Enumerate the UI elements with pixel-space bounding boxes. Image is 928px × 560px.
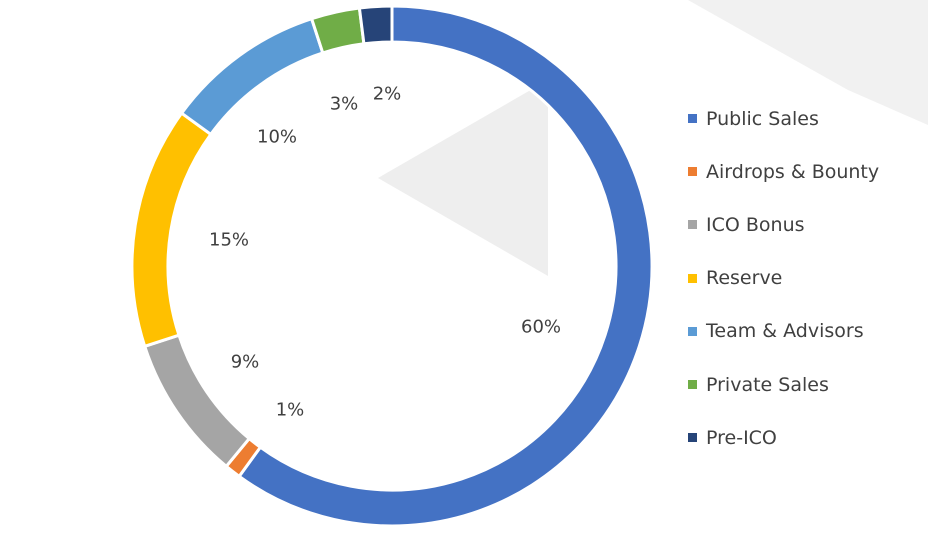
- data-label: 10%: [256, 126, 298, 148]
- chart-legend: Public Sales Airdrops & Bounty ICO Bonus Re…: [688, 92, 879, 464]
- donut-slice: [130, 111, 213, 349]
- legend-swatch: [688, 220, 697, 230]
- donut-slice: [179, 16, 325, 137]
- data-label: 60%: [520, 316, 562, 338]
- legend-swatch: [688, 167, 697, 177]
- data-label: 2%: [372, 83, 402, 105]
- legend-swatch: [688, 114, 697, 124]
- legend-label: Pre-ICO: [706, 426, 777, 449]
- data-label: 3%: [329, 93, 359, 115]
- donut-slice: [357, 4, 394, 46]
- legend-label: Public Sales: [706, 107, 819, 130]
- legend-swatch: [688, 273, 697, 283]
- donut-slice: [309, 6, 366, 55]
- legend-swatch: [688, 433, 697, 443]
- legend-label: ICO Bonus: [706, 213, 805, 236]
- data-label: 15%: [208, 229, 250, 251]
- data-label: 1%: [275, 399, 305, 421]
- legend-label: Team & Advisors: [706, 320, 864, 343]
- legend-item: Private Sales: [688, 358, 879, 411]
- legend-item: Team & Advisors: [688, 305, 879, 358]
- legend-item: Reserve: [688, 252, 879, 305]
- donut-slice: [237, 4, 654, 528]
- legend-label: Private Sales: [706, 373, 829, 396]
- legend-item: Pre-ICO: [688, 411, 879, 464]
- legend-label: Airdrops & Bounty: [706, 160, 880, 183]
- background-shape: [688, 0, 928, 125]
- legend-item: ICO Bonus: [688, 198, 879, 251]
- legend-swatch: [688, 326, 697, 336]
- legend-swatch: [688, 380, 697, 390]
- data-label: 9%: [230, 351, 260, 373]
- legend-label: Reserve: [706, 267, 783, 290]
- legend-item: Airdrops & Bounty: [688, 145, 879, 198]
- background-triangle: [378, 80, 548, 276]
- legend-item: Public Sales: [688, 92, 879, 145]
